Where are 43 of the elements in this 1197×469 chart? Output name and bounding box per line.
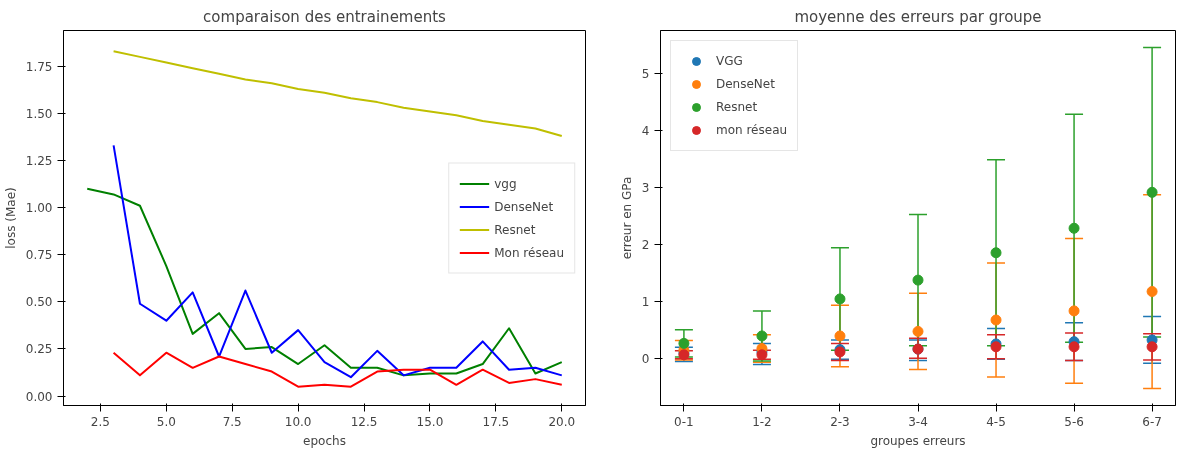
- y-tick-label: 1.75: [25, 59, 53, 74]
- y-tick-label: 1: [641, 295, 650, 310]
- y-tick-label: 2: [641, 238, 650, 253]
- x-tick-label: 10.0: [284, 414, 312, 429]
- x-tick-label: 5-6: [1064, 414, 1084, 429]
- y-tick-label: 1.50: [25, 106, 53, 121]
- x-tick-label: 3-4: [908, 414, 928, 429]
- y-tick-label: 3: [641, 181, 650, 196]
- x-tick-label: 20.0: [548, 414, 576, 429]
- legend-label: Resnet: [494, 222, 536, 236]
- y-tick-label: 4: [641, 124, 650, 139]
- y-axis-title: erreur en GPa: [619, 176, 634, 260]
- legend-label: Resnet: [716, 100, 758, 114]
- x-axis-title: epochs: [303, 433, 346, 448]
- legend-label: vgg: [494, 176, 517, 190]
- x-tick-label: 7.5: [222, 414, 242, 429]
- x-tick-label: 2.5: [90, 414, 110, 429]
- y-tick-label: 1.00: [25, 201, 53, 216]
- x-tick-label: 1-2: [752, 414, 772, 429]
- x-tick-label: 0-1: [674, 414, 694, 429]
- x-axis-title: groupes erreurs: [870, 433, 966, 448]
- y-tick-label: 0.50: [25, 295, 53, 310]
- x-tick-label: 15.0: [416, 414, 444, 429]
- chart-title: comparaison des entrainements: [203, 7, 447, 26]
- legend-label: mon réseau: [716, 123, 788, 137]
- y-tick-label: 0.00: [25, 389, 53, 404]
- y-tick-label: 0.75: [25, 248, 53, 263]
- y-tick-label: 0.25: [25, 342, 53, 357]
- chart-title: moyenne des erreurs par groupe: [794, 7, 1042, 26]
- x-tick-label: 2-3: [830, 414, 850, 429]
- y-tick-label: 5: [641, 67, 650, 82]
- legend-label: DenseNet: [716, 77, 775, 91]
- x-tick-label: 5.0: [156, 414, 176, 429]
- x-tick-label: 17.5: [482, 414, 510, 429]
- legend-label: Mon réseau: [494, 245, 564, 259]
- y-tick-label: 1.25: [25, 154, 53, 169]
- x-tick-label: 4-5: [986, 414, 1006, 429]
- y-axis-title: loss (Mae): [3, 187, 18, 249]
- y-tick-label: 0: [641, 352, 650, 367]
- x-tick-label: 12.5: [350, 414, 378, 429]
- x-tick-label: 6-7: [1142, 414, 1162, 429]
- legend-label: VGG: [716, 54, 743, 68]
- legend-label: DenseNet: [494, 199, 554, 213]
